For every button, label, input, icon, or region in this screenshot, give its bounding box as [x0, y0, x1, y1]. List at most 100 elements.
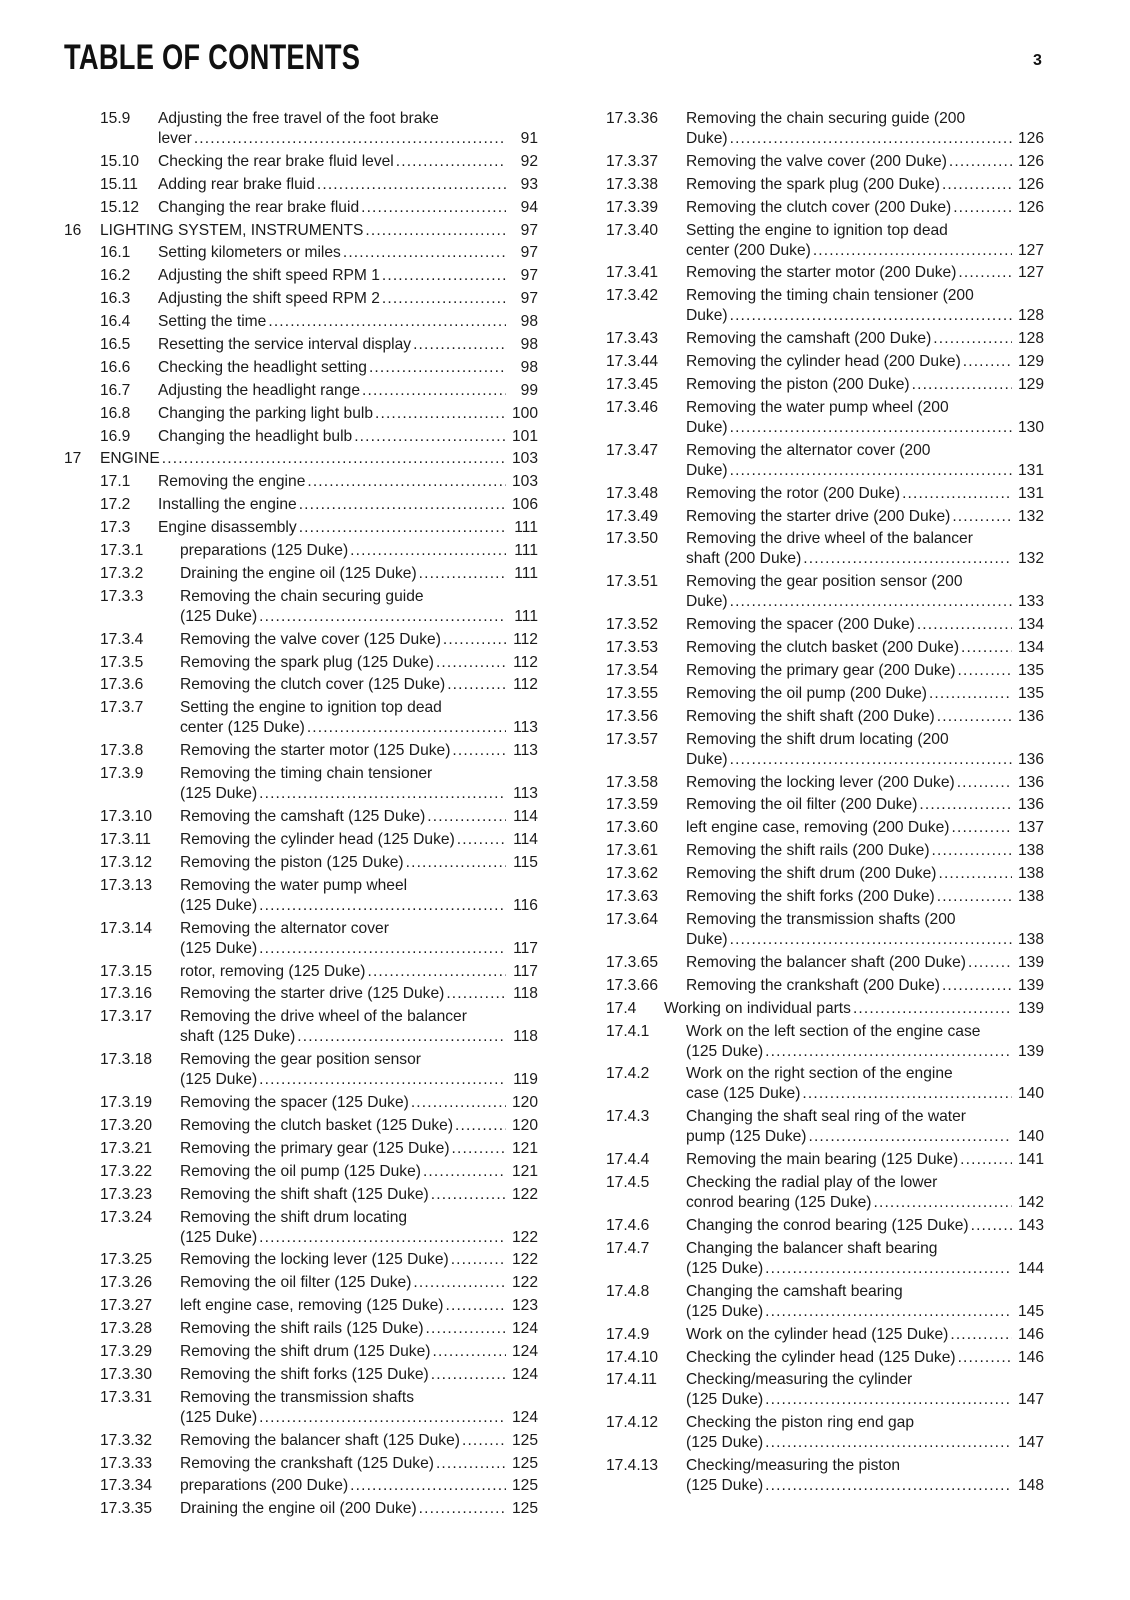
- page-ref[interactable]: 112: [513, 676, 538, 694]
- page-ref[interactable]: 127: [1017, 241, 1044, 259]
- toc-entry[interactable]: 17.4.12 Checking the piston ring end gap(…: [606, 1413, 1044, 1453]
- page-ref[interactable]: 122: [511, 1251, 538, 1269]
- page-ref[interactable]: 132: [1017, 550, 1044, 568]
- page-ref[interactable]: 115: [513, 853, 538, 871]
- page-ref[interactable]: 92: [520, 152, 538, 170]
- toc-entry[interactable]: 17.3.7 Setting the engine to ignition top…: [100, 698, 538, 738]
- toc-entry[interactable]: 17.3.47 Removing the alternator cover (20…: [606, 441, 1044, 481]
- page-ref[interactable]: 120: [511, 1094, 538, 1112]
- toc-entry[interactable]: 15.12 Changing the rear brake fluid 94: [100, 198, 538, 218]
- page-ref[interactable]: 139: [1017, 976, 1044, 994]
- page-ref[interactable]: 128: [1017, 307, 1044, 325]
- toc-entry[interactable]: 17.3.31 Removing the transmission shafts (…: [100, 1388, 538, 1428]
- toc-entry[interactable]: 17.3.3 Removing the chain securing guide (…: [100, 587, 538, 627]
- toc-entry[interactable]: 17.4.9 Work on the cylinder head (125 Duk…: [606, 1325, 1044, 1345]
- page-ref[interactable]: 140: [1017, 1085, 1044, 1103]
- page-ref[interactable]: 127: [1017, 264, 1044, 282]
- toc-entry[interactable]: 17.3.2 Draining the engine oil (125 Duke)…: [100, 564, 538, 584]
- page-ref[interactable]: 117: [513, 939, 538, 957]
- toc-entry[interactable]: 17.3.59 Removing the oil filter (200 Duke…: [606, 795, 1044, 815]
- toc-entry[interactable]: 17.3.43 Removing the camshaft (200 Duke) 1…: [606, 329, 1044, 349]
- page-ref[interactable]: 138: [1017, 865, 1044, 883]
- toc-entry[interactable]: 17.3.18 Removing the gear position sensor…: [100, 1050, 538, 1090]
- toc-entry[interactable]: 17.3.49 Removing the starter drive (200 D…: [606, 507, 1044, 527]
- page-ref[interactable]: 111: [514, 542, 538, 560]
- page-ref[interactable]: 118: [513, 985, 538, 1003]
- toc-entry[interactable]: 17.3.10 Removing the camshaft (125 Duke) 1…: [100, 807, 538, 827]
- toc-entry[interactable]: 17.3.55 Removing the oil pump (200 Duke) 1…: [606, 684, 1044, 704]
- toc-entry[interactable]: 17.4.4 Removing the main bearing (125 Duk…: [606, 1150, 1044, 1170]
- toc-entry[interactable]: 17.3.50 Removing the drive wheel of the b…: [606, 529, 1044, 569]
- page-ref[interactable]: 124: [511, 1320, 538, 1338]
- toc-entry[interactable]: 17.3 Engine disassembly 111: [100, 518, 538, 538]
- toc-entry[interactable]: 17.3.52 Removing the spacer (200 Duke) 134: [606, 615, 1044, 635]
- toc-entry[interactable]: 17.2 Installing the engine 106: [100, 495, 538, 515]
- toc-entry[interactable]: 17.3.17 Removing the drive wheel of the b…: [100, 1007, 538, 1047]
- toc-entry[interactable]: 15.9 Adjusting the free travel of the foo…: [100, 109, 538, 149]
- toc-entry[interactable]: 17.3.48 Removing the rotor (200 Duke) 131: [606, 484, 1044, 504]
- page-ref[interactable]: 139: [1017, 999, 1044, 1017]
- toc-entry[interactable]: 17 ENGINE 103: [64, 449, 538, 469]
- page-ref[interactable]: 134: [1017, 616, 1044, 634]
- toc-entry[interactable]: 17.3.32 Removing the balancer shaft (125 …: [100, 1431, 538, 1451]
- toc-entry[interactable]: 16.3 Adjusting the shift speed RPM 2 97: [100, 289, 538, 309]
- toc-entry[interactable]: 15.11 Adding rear brake fluid 93: [100, 175, 538, 195]
- toc-entry[interactable]: 17.4.6 Changing the conrod bearing (125 D…: [606, 1216, 1044, 1236]
- toc-entry[interactable]: 17.3.11 Removing the cylinder head (125 D…: [100, 830, 538, 850]
- toc-entry[interactable]: 17.3.36 Removing the chain securing guide…: [606, 109, 1044, 149]
- toc-entry[interactable]: 17.3.1 preparations (125 Duke) 111: [100, 541, 538, 561]
- page-ref[interactable]: 138: [1017, 888, 1044, 906]
- toc-entry[interactable]: 17.4.8 Changing the camshaft bearing (125 …: [606, 1282, 1044, 1322]
- toc-entry[interactable]: 17.3.45 Removing the piston (200 Duke) 129: [606, 375, 1044, 395]
- toc-entry[interactable]: 17.3.22 Removing the oil pump (125 Duke) 1…: [100, 1162, 538, 1182]
- toc-entry[interactable]: 17.1 Removing the engine 103: [100, 472, 538, 492]
- page-ref[interactable]: 101: [511, 427, 538, 445]
- toc-entry[interactable]: 17.3.63 Removing the shift forks (200 Duk…: [606, 887, 1044, 907]
- toc-entry[interactable]: 17.3.5 Removing the spark plug (125 Duke)…: [100, 653, 538, 673]
- page-ref[interactable]: 129: [1017, 353, 1044, 371]
- toc-entry[interactable]: 17.4.1 Work on the left section of the en…: [606, 1022, 1044, 1062]
- page-ref[interactable]: 126: [1017, 198, 1044, 216]
- toc-entry[interactable]: 17.3.38 Removing the spark plug (200 Duke…: [606, 175, 1044, 195]
- page-ref[interactable]: 113: [513, 719, 538, 737]
- page-ref[interactable]: 124: [511, 1365, 538, 1383]
- page-ref[interactable]: 113: [513, 785, 538, 803]
- toc-entry[interactable]: 17.3.24 Removing the shift drum locating (…: [100, 1208, 538, 1248]
- toc-entry[interactable]: 17.3.34 preparations (200 Duke) 125: [100, 1476, 538, 1496]
- page-ref[interactable]: 120: [511, 1116, 538, 1134]
- toc-entry[interactable]: 15.10 Checking the rear brake fluid level…: [100, 152, 538, 172]
- page-ref[interactable]: 126: [1017, 175, 1044, 193]
- toc-entry[interactable]: 17.3.23 Removing the shift shaft (125 Duk…: [100, 1185, 538, 1205]
- toc-entry[interactable]: 17.4 Working on individual parts 139: [606, 999, 1044, 1019]
- page-ref[interactable]: 142: [1017, 1194, 1044, 1212]
- page-ref[interactable]: 139: [1017, 953, 1044, 971]
- toc-entry[interactable]: 17.3.44 Removing the cylinder head (200 D…: [606, 352, 1044, 372]
- page-ref[interactable]: 121: [511, 1139, 538, 1157]
- page-ref[interactable]: 103: [511, 450, 538, 468]
- page-ref[interactable]: 122: [511, 1228, 538, 1246]
- page-ref[interactable]: 112: [513, 630, 538, 648]
- page-ref[interactable]: 124: [511, 1408, 538, 1426]
- page-ref[interactable]: 111: [514, 519, 538, 537]
- page-ref[interactable]: 138: [1017, 842, 1044, 860]
- toc-entry[interactable]: 17.3.12 Removing the piston (125 Duke) 115: [100, 853, 538, 873]
- page-ref[interactable]: 91: [520, 130, 538, 147]
- toc-entry[interactable]: 17.3.41 Removing the starter motor (200 D…: [606, 263, 1044, 283]
- page-ref[interactable]: 97: [520, 290, 538, 308]
- toc-entry[interactable]: 17.3.62 Removing the shift drum (200 Duke…: [606, 864, 1044, 884]
- page-ref[interactable]: 117: [513, 962, 538, 980]
- toc-entry[interactable]: 17.3.54 Removing the primary gear (200 Du…: [606, 661, 1044, 681]
- page-ref[interactable]: 129: [1017, 376, 1044, 394]
- page-ref[interactable]: 146: [1017, 1348, 1044, 1366]
- page-ref[interactable]: 136: [1017, 750, 1044, 768]
- page-ref[interactable]: 133: [1017, 593, 1044, 611]
- page-ref[interactable]: 126: [1017, 152, 1044, 170]
- toc-entry[interactable]: 17.3.19 Removing the spacer (125 Duke) 120: [100, 1093, 538, 1113]
- toc-entry[interactable]: 17.3.46 Removing the water pump wheel (20…: [606, 398, 1044, 438]
- page-ref[interactable]: 126: [1017, 130, 1044, 147]
- page-ref[interactable]: 131: [1017, 484, 1044, 502]
- toc-entry[interactable]: 17.4.13 Checking/measuring the piston (125…: [606, 1456, 1044, 1496]
- page-ref[interactable]: 97: [520, 244, 538, 262]
- page-ref[interactable]: 144: [1017, 1259, 1044, 1277]
- toc-entry[interactable]: 17.3.9 Removing the timing chain tensione…: [100, 764, 538, 804]
